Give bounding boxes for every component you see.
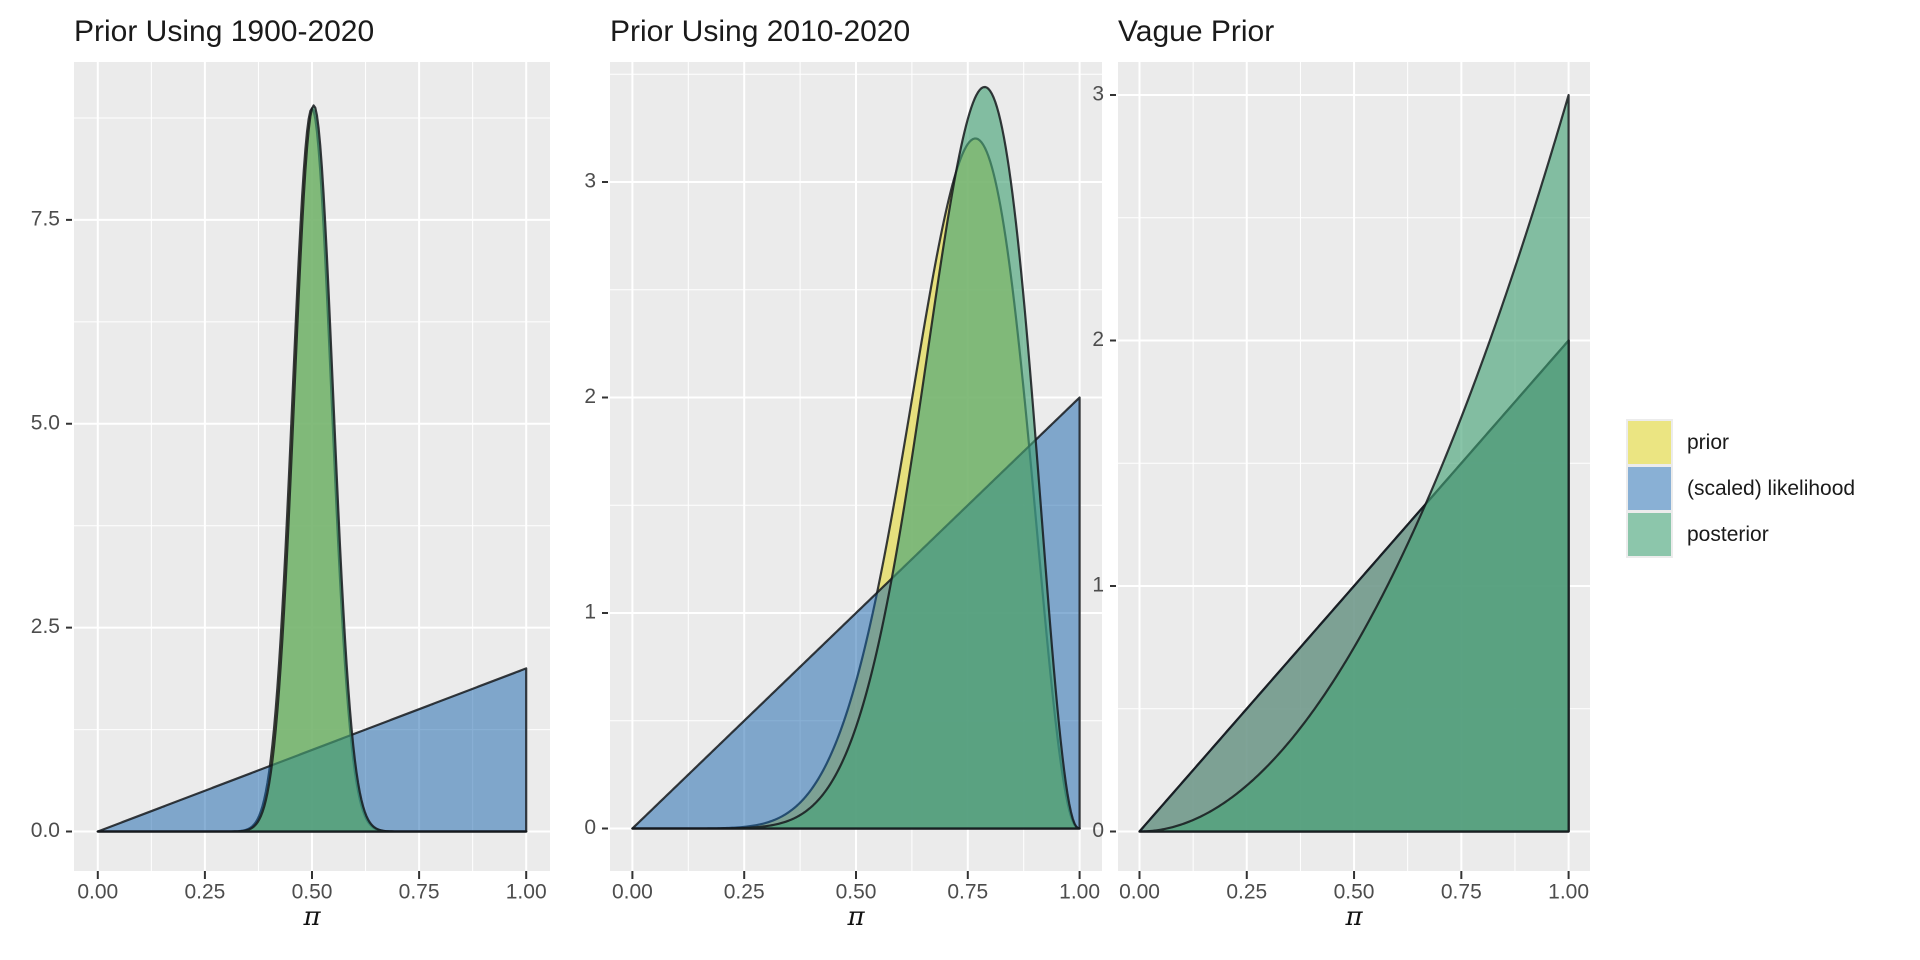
x-axis-label-pi-panel2: π xyxy=(847,902,865,932)
x-tick-label: 0.25 xyxy=(184,881,225,904)
y-tick-label: 1 xyxy=(1092,574,1104,597)
panel-prior-2010-2020: 0.00 0.25 0.50 0.75 1.00 0 1 2 3 xyxy=(584,62,1102,904)
x-tick-label: 1.00 xyxy=(506,881,547,904)
y-tick-label: 5.0 xyxy=(31,411,60,434)
y-tick-label: 0.0 xyxy=(31,819,60,842)
panel-prior-1900-2020: 0.00 0.25 0.50 0.75 1.00 0.0 2.5 5.0 7.5 xyxy=(31,62,550,904)
panel-vague-prior: 0.00 0.25 0.50 0.75 1.00 0 1 2 3 xyxy=(1092,62,1590,904)
x-tick-label: 0.50 xyxy=(1334,881,1375,904)
legend-item-scaled-likelihood: (scaled) likelihood xyxy=(1628,467,1855,510)
area-posterior xyxy=(96,104,528,833)
area-posterior xyxy=(1138,93,1570,833)
x-tick-label: 1.00 xyxy=(1548,881,1589,904)
x-axis-label-pi-panel3: π xyxy=(1345,902,1363,932)
panel-title-vague-prior: Vague Prior xyxy=(1118,15,1275,48)
legend-label-posterior: posterior xyxy=(1687,522,1769,546)
x-tick-label: 0.75 xyxy=(399,881,440,904)
panel-title-prior-2010-2020: Prior Using 2010-2020 xyxy=(610,15,911,48)
x-tick-label: 0.75 xyxy=(947,881,988,904)
legend-item-posterior: posterior xyxy=(1628,513,1855,556)
area-posterior xyxy=(631,85,1081,830)
y-tick-label: 3 xyxy=(1092,83,1104,106)
x-tick-label: 0.25 xyxy=(724,881,765,904)
panel-title-prior-1900-2020: Prior Using 1900-2020 xyxy=(74,15,375,48)
x-axis-label-pi-panel1: π xyxy=(303,902,321,932)
y-tick-label: 1 xyxy=(584,601,596,624)
x-tick-label: 0.00 xyxy=(77,881,118,904)
x-tick-label: 1.00 xyxy=(1059,881,1100,904)
x-tick-label: 0.75 xyxy=(1441,881,1482,904)
y-tick-label: 0 xyxy=(584,816,596,839)
legend-swatch-prior xyxy=(1628,421,1671,464)
legend-label-likelihood: (scaled) likelihood xyxy=(1687,476,1856,500)
x-tick-label: 0.50 xyxy=(292,881,333,904)
y-tick-label: 2 xyxy=(1092,328,1104,351)
y-tick-label: 7.5 xyxy=(31,207,60,230)
x-tick-label: 0.00 xyxy=(612,881,653,904)
legend-swatch-likelihood xyxy=(1628,467,1671,510)
legend-label-prior: prior xyxy=(1687,430,1730,454)
legend-swatch-posterior xyxy=(1628,513,1671,556)
x-tick-label: 0.00 xyxy=(1119,881,1160,904)
x-tick-label: 0.50 xyxy=(836,881,877,904)
y-tick-label: 0 xyxy=(1092,819,1104,842)
legend-item-prior: prior xyxy=(1628,421,1855,464)
y-tick-label: 2 xyxy=(584,385,596,408)
y-tick-label: 3 xyxy=(584,170,596,193)
x-tick-label: 0.25 xyxy=(1226,881,1267,904)
legend: prior (scaled) likelihood posterior xyxy=(1628,421,1855,556)
y-tick-label: 2.5 xyxy=(31,615,60,638)
